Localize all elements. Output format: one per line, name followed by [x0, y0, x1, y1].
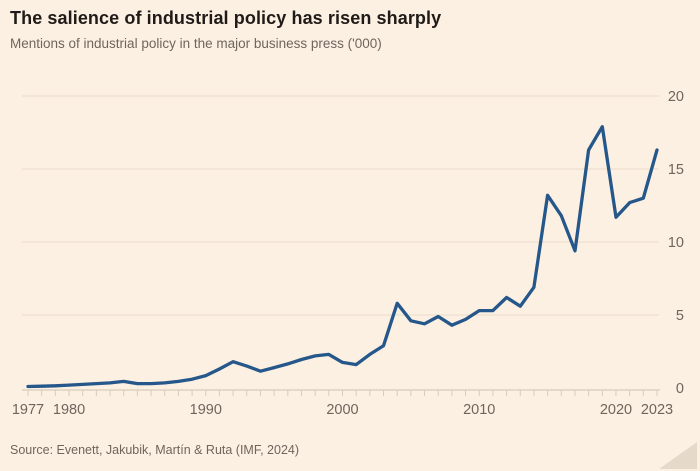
resize-handle-icon[interactable] [659, 442, 697, 469]
y-axis-label-10: 10 [668, 235, 684, 251]
x-axis-label-2023: 2023 [641, 402, 673, 418]
x-axis-label-1980: 1980 [53, 402, 85, 418]
chart-title: The salience of industrial policy has ri… [10, 8, 442, 28]
y-axis-label-0: 0 [676, 381, 684, 397]
source-note: Source: Evenett, Jakubik, Martín & Ruta … [10, 443, 300, 457]
chart-subtitle: Mentions of industrial policy in the maj… [10, 36, 382, 51]
y-axis-label-15: 15 [668, 162, 684, 178]
y-axis-label-20: 20 [668, 89, 684, 105]
x-axis-label-2020: 2020 [600, 402, 632, 418]
x-axis-label-1977: 1977 [12, 402, 44, 418]
data-line-mentions [26, 125, 659, 389]
x-axis-label-1990: 1990 [190, 402, 222, 418]
y-axis-label-5: 5 [676, 308, 684, 324]
x-axis-label-2010: 2010 [463, 402, 495, 418]
x-axis-label-2000: 2000 [326, 402, 358, 418]
